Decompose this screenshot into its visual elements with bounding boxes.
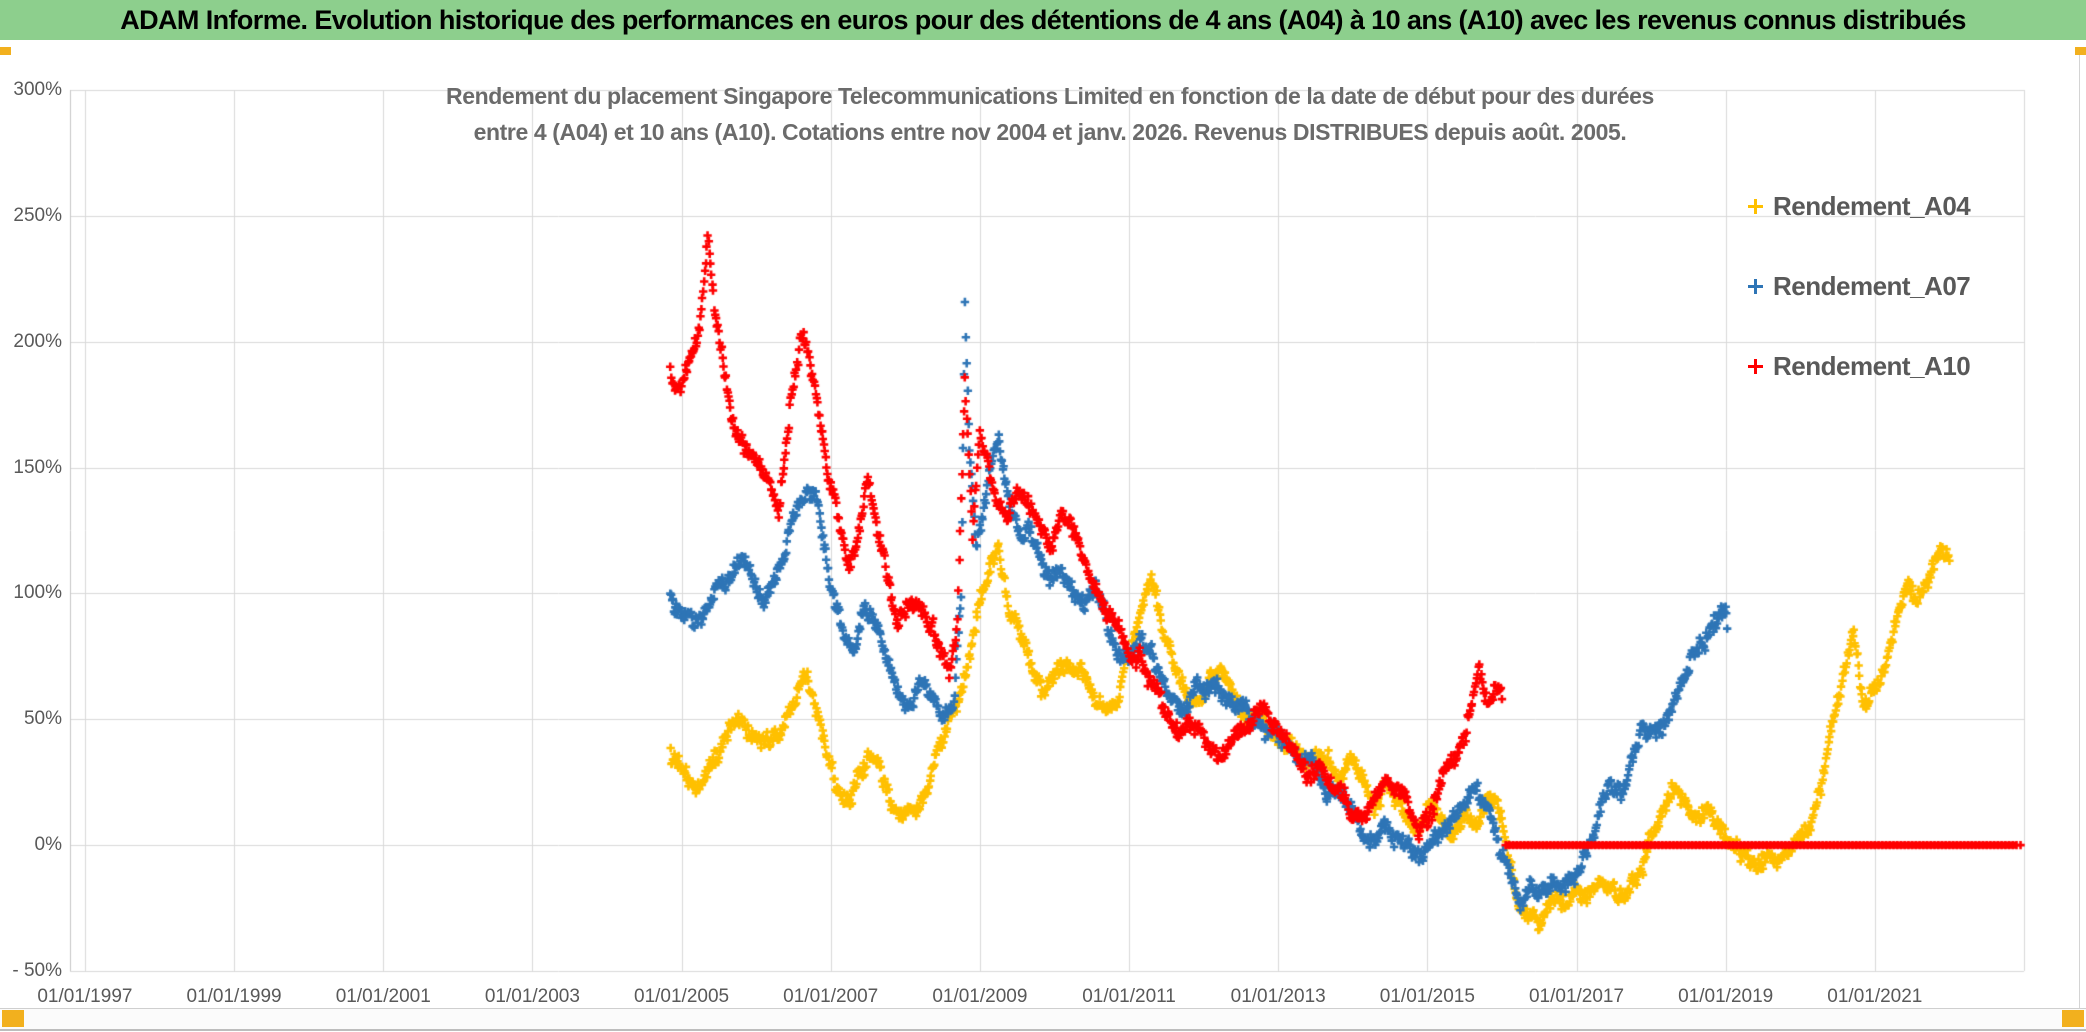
x-axis-tick-label: 01/01/2009 [932, 986, 1028, 1007]
legend-item-label: Rendement_A07 [1773, 270, 1971, 301]
y-axis-tick-label: 300% [13, 79, 62, 100]
legend-item-rendement_a10[interactable]: Rendement_A10 [1748, 348, 1971, 384]
x-axis-tick-label: 01/01/2017 [1528, 986, 1625, 1007]
y-axis-tick-label: 50% [23, 708, 62, 730]
y-axis-tick-label: 200% [13, 330, 62, 352]
chart-title: Rendement du placement Singapore Telecom… [170, 78, 1930, 150]
x-axis-tick-label: 01/01/2013 [1230, 986, 1326, 1007]
x-axis-tick-label: 01/01/2021 [1827, 986, 1923, 1007]
y-axis-tick-label: - 50% [12, 960, 62, 981]
legend-item-label: Rendement_A04 [1773, 190, 1971, 221]
x-axis-tick-label: 01/01/2015 [1379, 986, 1475, 1007]
y-axis-tick-label: 100% [13, 582, 62, 604]
x-axis-tick-label: 01/01/2005 [634, 986, 730, 1007]
x-axis-tick-label: 01/01/2001 [335, 986, 431, 1007]
x-axis-tick-label: 01/01/2011 [1082, 986, 1176, 1007]
x-axis-tick-label: 01/01/1997 [37, 986, 133, 1007]
legend-item-rendement_a04[interactable]: Rendement_A04 [1748, 188, 1971, 224]
plus-icon [1748, 358, 1763, 374]
x-axis-tick-label: 01/01/2007 [783, 986, 879, 1007]
y-axis-tick-label: 0% [34, 834, 62, 856]
x-axis-tick-label: 01/01/1999 [186, 986, 282, 1007]
x-axis-tick-label: 01/01/2003 [484, 986, 580, 1007]
chart-title-line2: entre 4 (A04) et 10 ans (A10). Cotations… [473, 119, 1627, 145]
legend-item-label: Rendement_A10 [1773, 350, 1971, 381]
chart-title-line1: Rendement du placement Singapore Telecom… [446, 83, 1654, 109]
plus-icon [1748, 278, 1763, 294]
plus-icon [1748, 198, 1763, 214]
y-axis-tick-label: 250% [13, 204, 62, 226]
x-axis-tick-label: 01/01/2019 [1678, 986, 1774, 1007]
y-axis-tick-label: 150% [13, 456, 62, 478]
legend-item-rendement_a07[interactable]: Rendement_A07 [1748, 268, 1971, 304]
